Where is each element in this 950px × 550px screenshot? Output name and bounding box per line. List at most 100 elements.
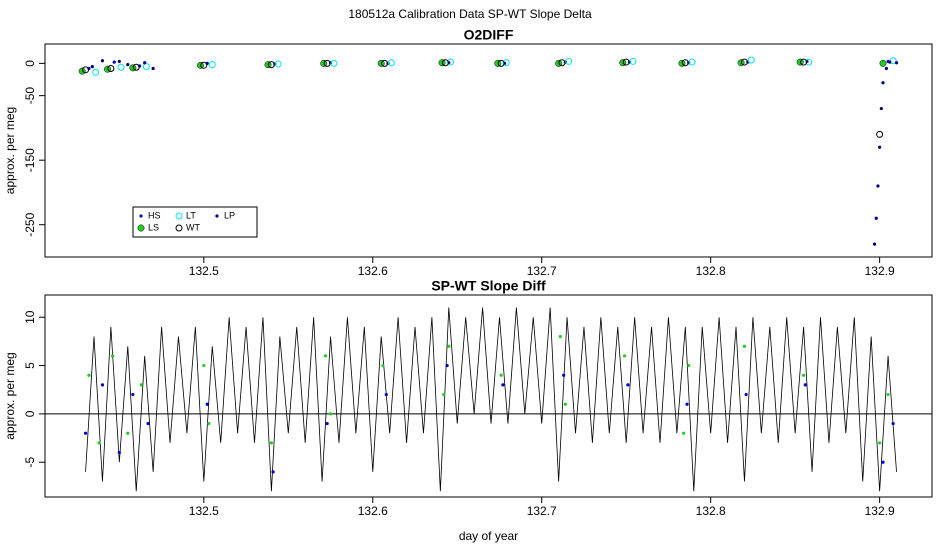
y-tick-label: 0 — [23, 410, 37, 417]
point — [151, 66, 155, 71]
point — [90, 64, 94, 69]
panel-title: SP-WT Slope Diff — [431, 278, 546, 294]
point — [139, 383, 143, 387]
x-tick-label: 132.8 — [696, 264, 726, 278]
point — [681, 59, 689, 67]
point — [132, 63, 140, 71]
point — [200, 61, 208, 69]
point — [688, 58, 696, 66]
legend-swatch — [175, 212, 183, 220]
x-tick-label: 132.7 — [527, 504, 557, 518]
point — [740, 58, 748, 66]
point — [502, 59, 510, 67]
point — [626, 383, 630, 387]
legend-swatch — [139, 214, 143, 218]
x-tick-label: 132.7 — [527, 264, 557, 278]
point — [87, 373, 91, 377]
x-tick-label: 132.5 — [189, 264, 219, 278]
point — [872, 242, 877, 246]
legend-swatch — [137, 224, 145, 232]
point — [876, 184, 880, 188]
point — [742, 344, 747, 348]
point — [328, 412, 333, 416]
point — [107, 65, 115, 73]
point — [747, 56, 755, 64]
point — [805, 58, 813, 66]
point — [202, 363, 206, 368]
point — [208, 61, 216, 69]
point — [881, 81, 885, 85]
y-tick-label: -5 — [23, 457, 37, 468]
y-tick-label: -250 — [23, 212, 37, 236]
point — [78, 67, 86, 75]
point — [126, 431, 130, 435]
point — [117, 59, 121, 64]
y-tick-label: 10 — [23, 310, 37, 324]
point — [447, 344, 451, 348]
point — [100, 383, 105, 387]
point — [146, 421, 150, 426]
point — [558, 334, 562, 339]
point — [117, 450, 121, 455]
point — [803, 383, 807, 387]
plot-frame — [44, 294, 933, 498]
x-tick-label: 132.6 — [358, 504, 388, 518]
legend-label: HS — [148, 210, 161, 220]
legend-label: LS — [148, 222, 159, 232]
series-line — [85, 307, 897, 492]
point — [323, 59, 331, 67]
point — [131, 392, 135, 397]
point — [110, 354, 115, 358]
point — [876, 130, 884, 138]
point — [269, 441, 273, 445]
legend-label: LT — [186, 210, 196, 220]
point — [381, 363, 385, 368]
point — [97, 441, 101, 445]
point — [446, 58, 454, 66]
point — [563, 402, 567, 406]
point — [744, 392, 748, 397]
point — [565, 57, 573, 65]
plot-area — [78, 56, 899, 246]
point — [92, 68, 100, 76]
legend-label: WT — [186, 222, 200, 232]
point — [381, 59, 389, 67]
point — [894, 61, 899, 65]
point — [501, 383, 505, 387]
y-axis-label: approx. per meg — [3, 107, 17, 194]
point — [879, 106, 883, 111]
point — [622, 58, 630, 66]
y-tick-label: 0 — [23, 60, 37, 67]
point — [384, 392, 388, 397]
point — [82, 66, 90, 74]
point — [888, 60, 892, 64]
point — [112, 60, 116, 64]
x-tick-label: 132.8 — [696, 504, 726, 518]
point — [558, 59, 566, 67]
point — [879, 59, 887, 67]
point — [682, 431, 686, 435]
point — [629, 57, 637, 65]
point — [622, 354, 627, 358]
point — [874, 216, 878, 220]
legend-label: LP — [224, 210, 235, 220]
point — [881, 460, 885, 464]
point — [687, 363, 691, 368]
point — [497, 59, 505, 67]
plot-area — [45, 307, 932, 492]
point — [100, 59, 105, 63]
point — [800, 58, 808, 66]
plot-frame — [44, 43, 933, 258]
point — [205, 402, 209, 406]
point — [886, 392, 890, 397]
x-tick-label: 132.5 — [189, 504, 219, 518]
x-tick-label: 132.6 — [358, 264, 388, 278]
point — [878, 441, 882, 445]
point — [323, 354, 328, 358]
point — [442, 392, 446, 397]
point — [330, 59, 338, 67]
point — [801, 373, 806, 377]
y-axis-label: approx. per meg — [3, 352, 17, 439]
point — [83, 431, 88, 435]
point — [207, 421, 211, 426]
